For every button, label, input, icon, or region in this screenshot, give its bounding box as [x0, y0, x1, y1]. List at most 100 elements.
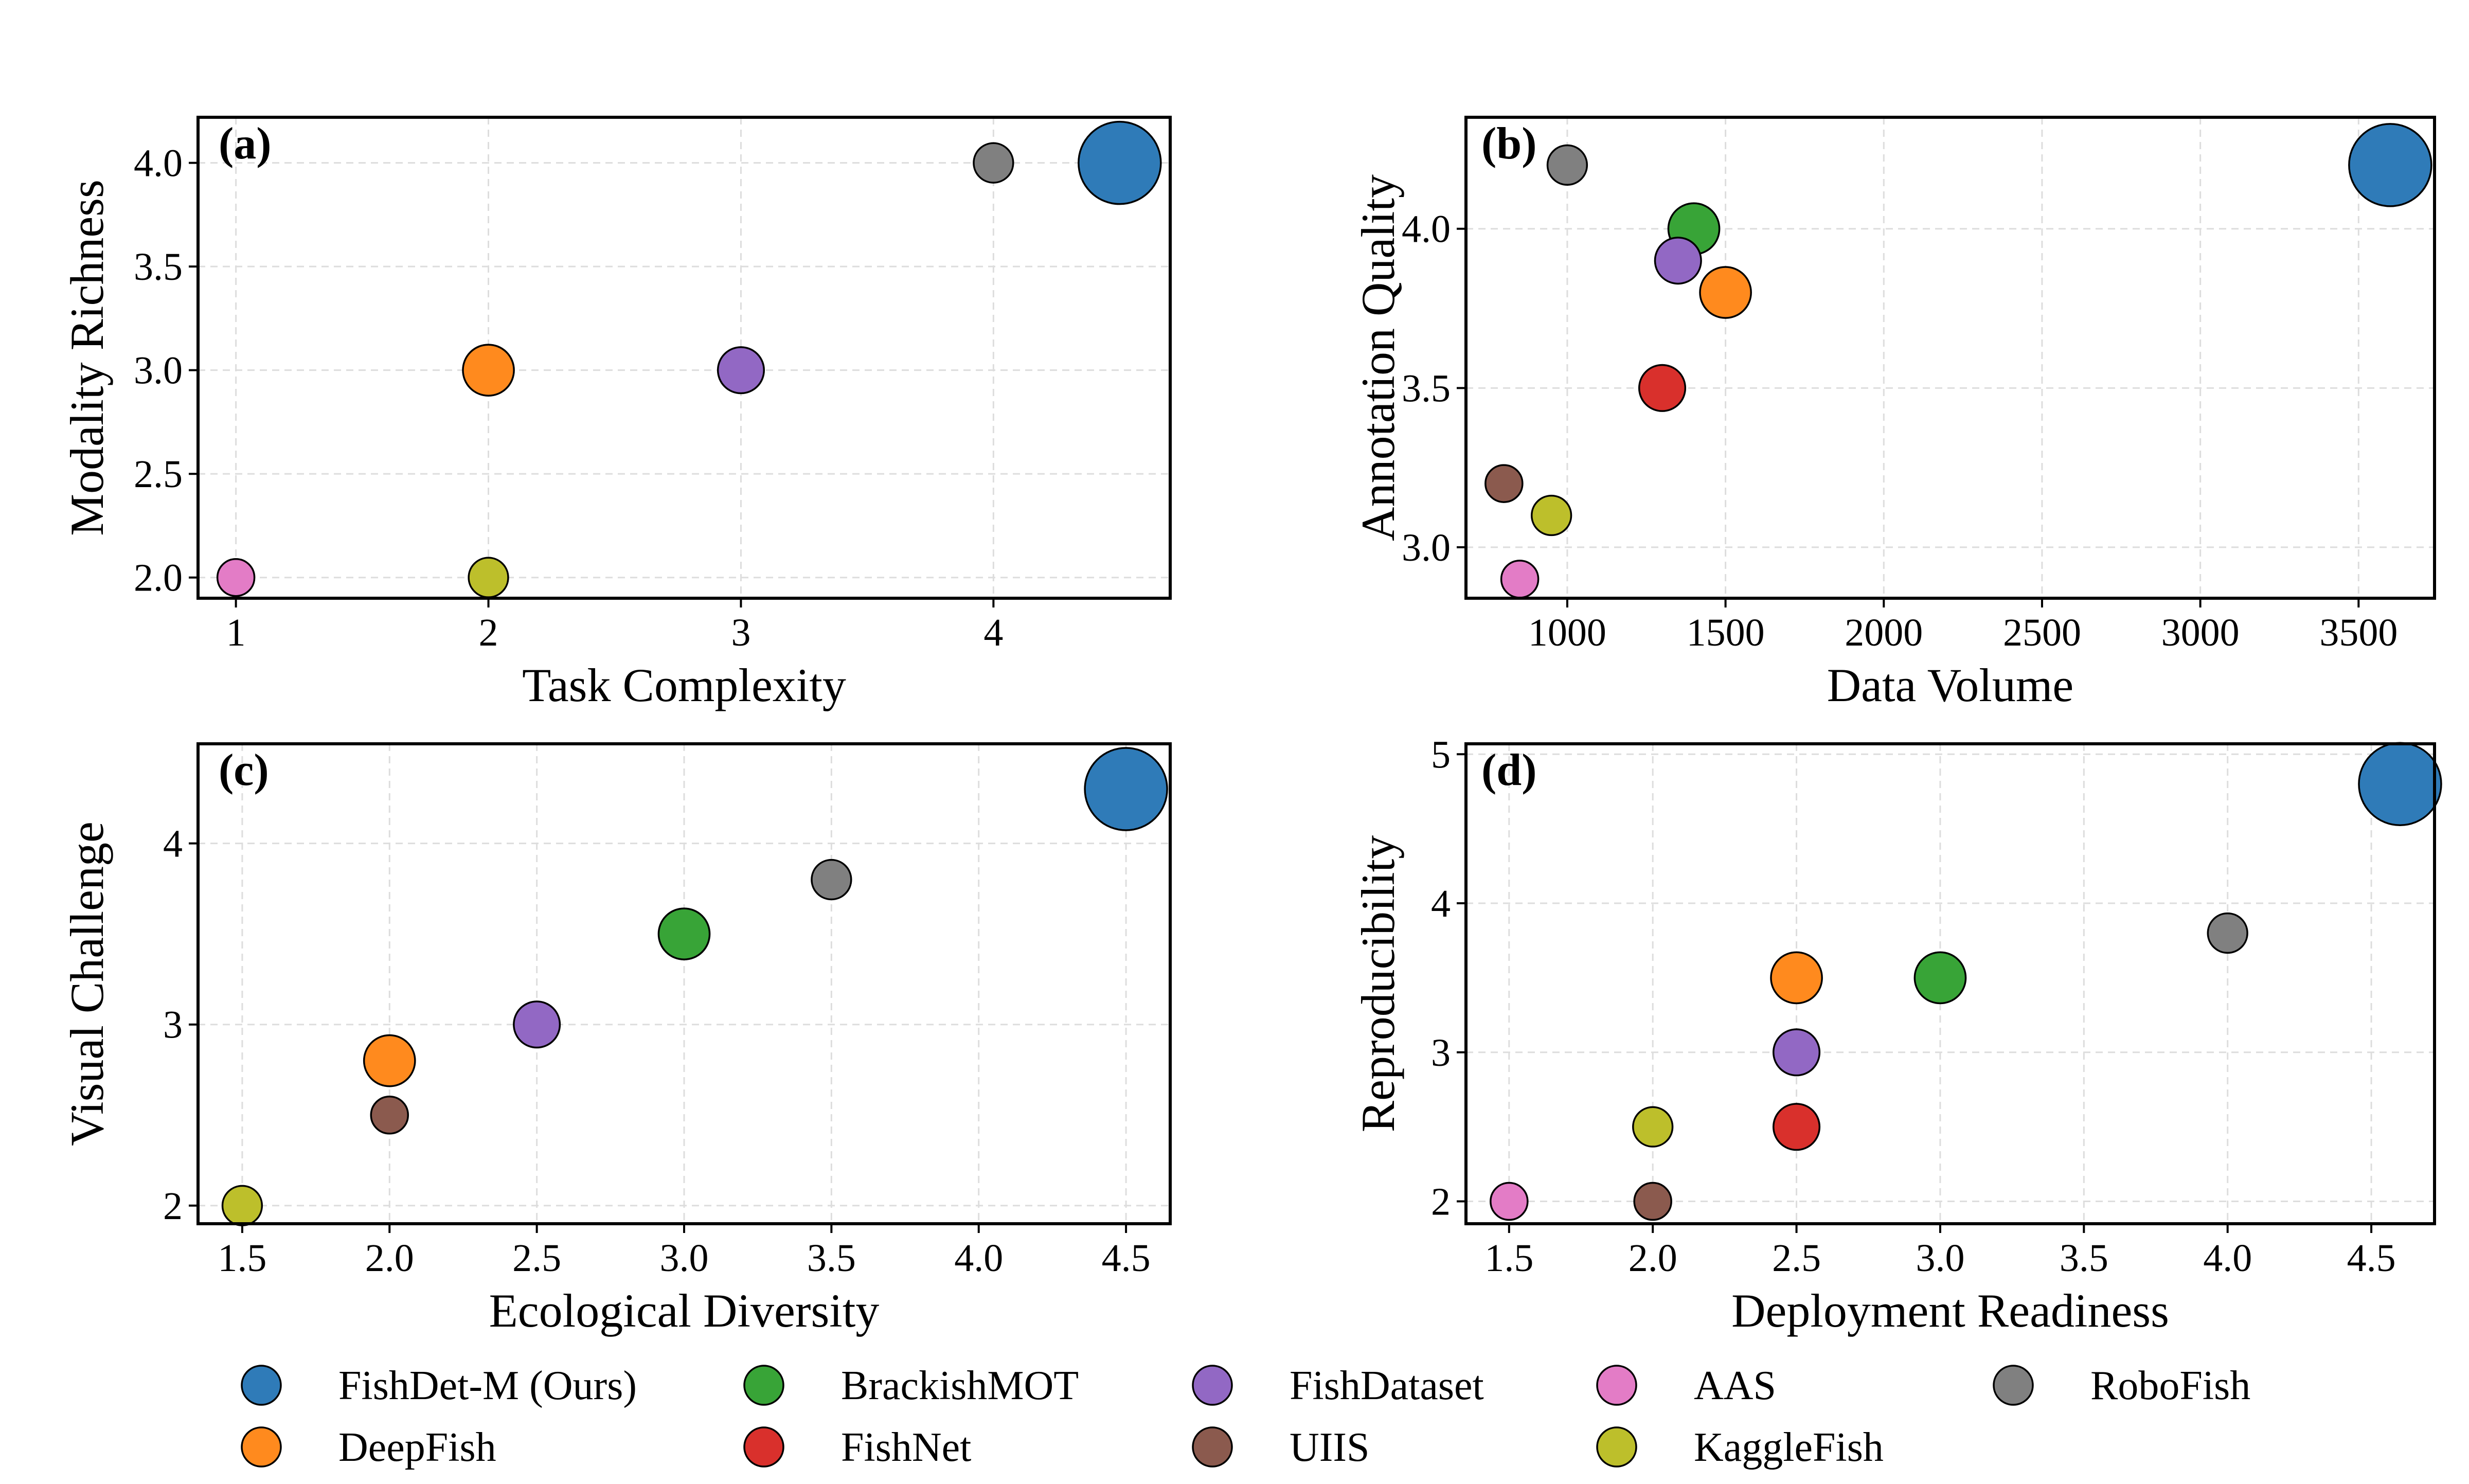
chart-d-y-axis-label: Reproducibility [1352, 835, 1404, 1132]
chart-a-y-tick-label: 3.5 [134, 245, 183, 289]
chart-d-y-tick-label: 5 [1431, 733, 1451, 776]
chart-c-x-tick-label: 2.0 [365, 1237, 414, 1280]
legend-item-kagglefish: KaggleFish [1596, 1425, 1884, 1470]
chart-c-x-tick-label: 2.5 [512, 1237, 561, 1280]
chart-b-point-uiis [1484, 464, 1524, 503]
chart-b-point-deepfish [1699, 266, 1752, 319]
chart-b-x-tick-label: 2000 [1845, 611, 1923, 654]
chart-b-point-aas [1500, 560, 1540, 599]
chart-d-x-tick-label: 2.0 [1629, 1237, 1677, 1280]
legend-marker-kagglefish [1596, 1426, 1637, 1468]
chart-a-x-axis-label: Task Complexity [522, 659, 846, 711]
legend-label: AAS [1694, 1363, 1776, 1408]
chart-a-x-tick-label: 1 [226, 611, 246, 654]
chart-a-x-tick-label: 2 [479, 611, 498, 654]
chart-c-x-tick-label: 3.0 [660, 1237, 709, 1280]
chart-a-point-fishdet-m-ours [1078, 120, 1162, 205]
chart-b-x-tick-label: 1500 [1687, 611, 1765, 654]
legend-marker-fishdet-m-ours [241, 1365, 282, 1406]
legend-item-aas: AAS [1596, 1363, 1776, 1408]
chart-d-x-tick-label: 4.5 [2347, 1237, 2396, 1280]
legend-marker-brackishmot [743, 1365, 784, 1406]
chart-d-point-robofish [2207, 912, 2248, 954]
chart-c-point-deepfish [363, 1034, 416, 1087]
legend-marker-aas [1596, 1365, 1637, 1406]
chart-b-panel: 1000 1500 2000 2500 3000 3500 3.0 3.5 4.0 Data Vo… [1352, 116, 2436, 711]
chart-c-frame [196, 742, 1172, 1225]
chart-a-point-kagglefish [468, 557, 509, 598]
chart-c-point-fishdataset [513, 1000, 561, 1049]
chart-c-point-fishdet-m-ours [1084, 747, 1168, 831]
chart-c-y-tick-label: 3 [163, 1004, 183, 1047]
chart-c-x-tick-label: 1.5 [218, 1237, 266, 1280]
chart-a-y-axis-label: Modality Richness [61, 180, 113, 536]
chart-c-point-brackishmot [657, 907, 711, 961]
legend-marker-robofish [1993, 1365, 2034, 1406]
legend-label: KaggleFish [1694, 1425, 1884, 1470]
legend-label: UIIS [1290, 1425, 1370, 1470]
chart-b-x-axis-label: Data Volume [1827, 659, 2074, 711]
chart-a-point-fishdataset [717, 346, 765, 395]
chart-d-point-kagglefish [1632, 1106, 1674, 1148]
chart-b-frame [1464, 116, 2436, 600]
chart-b-y-tick-label: 4.0 [1402, 208, 1451, 251]
chart-d-y-tick-label: 3 [1431, 1031, 1451, 1075]
chart-a-y-tick-label: 2.5 [134, 453, 183, 496]
chart-a-point-deepfish [462, 344, 515, 397]
chart-c-x-tick-label: 4.0 [954, 1237, 1003, 1280]
legend-marker-fishnet [743, 1426, 784, 1468]
chart-b-point-robofish [1546, 144, 1588, 186]
chart-c-panel-tag: (c) [219, 745, 269, 795]
chart-d-panel-tag: (d) [1481, 745, 1537, 795]
chart-d-point-aas [1490, 1182, 1529, 1221]
legend-marker-fishdataset [1192, 1365, 1233, 1406]
legend: FishDet-M (Ours) BrackishMOT FishDataset AA… [241, 1363, 2250, 1470]
chart-d-panel: 1.5 2.0 2.5 3.0 3.5 4.0 4.5 2 3 4 5 Deployment Read… [1352, 733, 2442, 1337]
legend-marker-uiis [1192, 1426, 1233, 1468]
chart-c-x-axis-label: Ecological Diversity [489, 1284, 880, 1337]
chart-b-point-fishnet [1638, 364, 1687, 412]
chart-d-point-fishdataset [1773, 1028, 1821, 1077]
legend-item-fishdet-m-ours: FishDet-M (Ours) [241, 1363, 637, 1408]
chart-c-point-uiis [370, 1096, 409, 1135]
chart-d-x-tick-label: 4.0 [2203, 1237, 2252, 1280]
chart-c-x-tick-label: 3.5 [807, 1237, 856, 1280]
legend-label: DeepFish [338, 1425, 496, 1470]
chart-c-y-tick-label: 4 [163, 823, 183, 866]
legend-label: FishNet [841, 1425, 971, 1470]
legend-label: FishDet-M (Ours) [338, 1363, 637, 1408]
chart-b-y-tick-label: 3.0 [1402, 526, 1451, 569]
chart-c-panel: 1.5 2.0 2.5 3.0 3.5 4.0 4.5 2 3 4 Ecological Diver… [61, 742, 1172, 1337]
chart-a-x-tick-label: 3 [731, 611, 750, 654]
chart-a-frame [196, 116, 1172, 600]
chart-d-x-tick-label: 1.5 [1484, 1237, 1533, 1280]
legend-label: FishDataset [1290, 1363, 1484, 1408]
legend-item-brackishmot: BrackishMOT [743, 1363, 1079, 1408]
chart-b-y-axis-label: Annotation Quality [1352, 174, 1404, 541]
chart-a-panel-tag: (a) [219, 119, 272, 169]
chart-d-point-uiis [1633, 1182, 1672, 1221]
legend-marker-deepfish [241, 1426, 282, 1468]
chart-d-x-tick-label: 3.0 [1916, 1237, 1964, 1280]
legend-item-deepfish: DeepFish [241, 1425, 496, 1470]
chart-c-y-axis-label: Visual Challenge [61, 821, 113, 1146]
legend-item-robofish: RoboFish [1993, 1363, 2250, 1408]
chart-d-point-fishdet-m-ours [2358, 742, 2442, 826]
chart-b-point-kagglefish [1530, 494, 1572, 537]
chart-a-x-tick-label: 4 [983, 611, 1003, 654]
chart-b-point-fishdataset [1654, 237, 1702, 285]
chart-b-point-fishdet-m-ours [2348, 123, 2432, 207]
chart-d-point-fishnet [1773, 1103, 1821, 1151]
chart-b-x-tick-label: 1000 [1528, 611, 1606, 654]
chart-b-y-tick-label: 3.5 [1402, 367, 1451, 410]
chart-d-point-brackishmot [1913, 951, 1967, 1005]
chart-d-y-tick-label: 2 [1431, 1181, 1451, 1224]
chart-c-point-kagglefish [221, 1185, 263, 1226]
chart-b-x-tick-label: 3000 [2161, 611, 2240, 654]
legend-item-fishdataset: FishDataset [1192, 1363, 1484, 1408]
chart-b-x-tick-label: 3500 [2319, 611, 2398, 654]
chart-a-y-tick-label: 2.0 [134, 557, 183, 600]
chart-b-panel-tag: (b) [1481, 119, 1537, 169]
chart-a-panel: 1 2 3 4 2.0 2.5 3.0 3.5 4.0 Task Complexity Modali… [61, 116, 1172, 711]
